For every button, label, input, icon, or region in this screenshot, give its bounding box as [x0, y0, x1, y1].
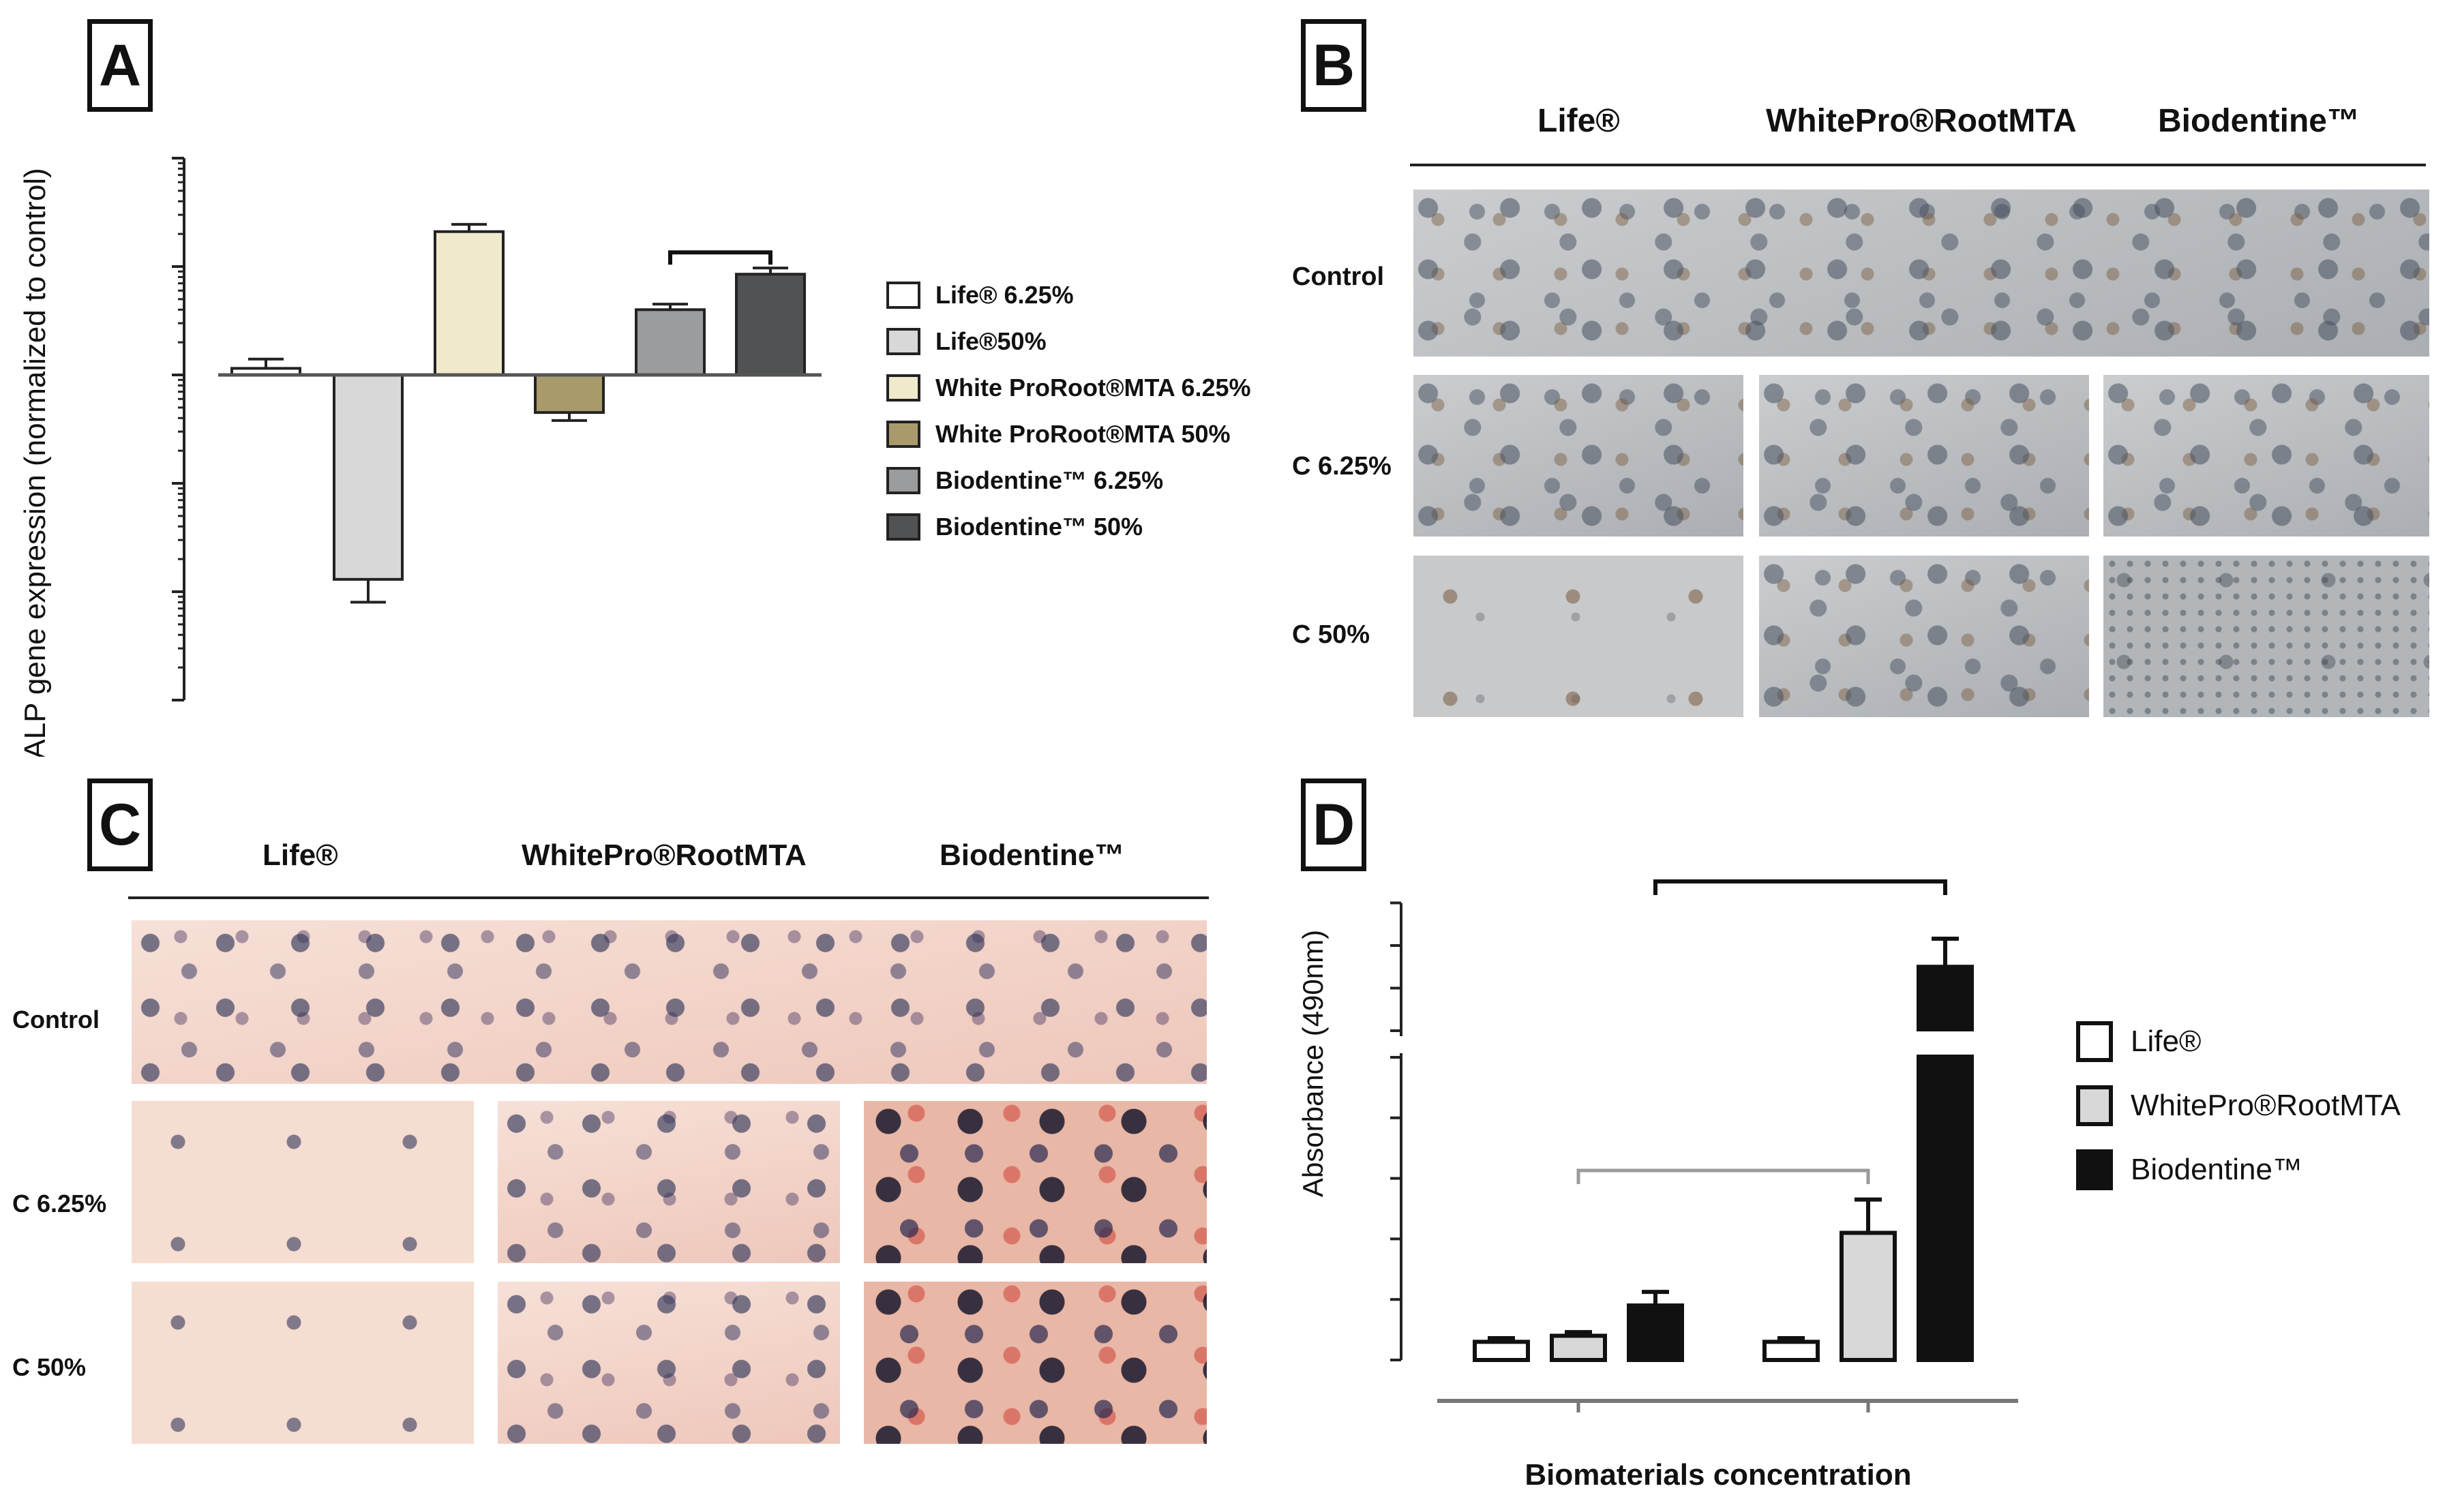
- panel-a-legend-item: Life® 6.25%: [886, 276, 1074, 314]
- panel-b-col-proroot: WhitePro®RootMTA: [1766, 103, 2077, 139]
- panel-c-letter: C: [87, 778, 153, 871]
- panel-a-bar-biodentine-6-25: [635, 308, 706, 376]
- panel-a-bar-biodentine-50: [735, 273, 806, 376]
- micrograph-b-proroot-c625: [1759, 375, 2089, 536]
- panel-d-bracket-biodentine: [1653, 879, 1947, 895]
- panel-b-row-c625: C 6.25%: [1292, 452, 1392, 481]
- micrograph-c-control: [132, 920, 1207, 1084]
- panel-a-bar-white-proroot-mta-6-25: [434, 230, 505, 376]
- panel-c-header-rule: [128, 896, 1209, 899]
- legend-swatch: [886, 328, 920, 355]
- panel-a-bar-white-proroot-mta-50: [534, 374, 605, 414]
- legend-swatch: [886, 467, 920, 494]
- legend-label: Biodentine™: [2131, 1153, 2302, 1186]
- panel-d: D Absorbance (490nm) Biomaterials concen…: [1282, 757, 2447, 1512]
- panel-c-row-c625: C 6.25%: [12, 1190, 107, 1218]
- panel-c-col-biodentine: Biodentine™: [940, 838, 1125, 872]
- panel-d-legend-item: WhitePro®RootMTA: [2076, 1083, 2401, 1128]
- micrograph-b-proroot-c50: [1759, 556, 2089, 717]
- panel-b-row-c50: C 50%: [1292, 620, 1370, 649]
- micrograph-b-life-c625: [1413, 375, 1743, 536]
- panel-a-comparison-bracket: [668, 250, 772, 265]
- panel-d-bar-biodentine-50: [1917, 965, 1974, 1362]
- legend-swatch: [2076, 1149, 2113, 1190]
- legend-swatch: [2076, 1085, 2113, 1126]
- panel-a-letter: A: [87, 19, 153, 112]
- legend-swatch: [886, 513, 920, 541]
- panel-d-bar-whitepro-rootmta-6-25: [1550, 1333, 1607, 1362]
- panel-d-legend-item: Biodentine™: [2076, 1147, 2302, 1192]
- legend-swatch: [886, 282, 920, 309]
- panel-b-header-rule: [1410, 164, 2426, 166]
- panel-c-row-c50: C 50%: [12, 1353, 87, 1381]
- panel-c: C Life® WhitePro®RootMTA Biodentine™ Con…: [0, 757, 1282, 1512]
- panel-a-y-axis-title: ALP gene expression (normalized to contr…: [18, 168, 52, 757]
- panel-b: B Life® WhitePro®RootMTA Biodentine™ Con…: [1282, 0, 2447, 757]
- panel-a: A ALP gene expression (normalized to con…: [0, 0, 1282, 757]
- micrograph-c-life-c625: [132, 1101, 474, 1263]
- panel-a-chart: ALP gene expression (normalized to contr…: [18, 157, 822, 757]
- panel-b-col-biodentine: Biodentine™: [2158, 103, 2360, 139]
- panel-d-bar-whitepro-rootmta-50: [1840, 1230, 1897, 1363]
- panel-a-bar-life-50: [333, 374, 404, 581]
- panel-a-legend-item: Life®50%: [886, 322, 1047, 361]
- panel-d-bracket-proroot: [1576, 1168, 1870, 1184]
- panel-b-row-control: Control: [1292, 262, 1385, 291]
- panel-d-x-axis-title: Biomaterials concentration: [1525, 1458, 1911, 1492]
- micrograph-c-biodentine-c625: [864, 1101, 1207, 1263]
- micrograph-c-proroot-c625: [498, 1101, 840, 1263]
- panel-d-bar-break: [1915, 1031, 1976, 1055]
- micrograph-c-life-c50: [132, 1282, 474, 1444]
- legend-swatch: [886, 374, 920, 402]
- micrograph-b-biodentine-c50: [2103, 556, 2429, 717]
- panel-c-col-life: Life®: [262, 838, 338, 872]
- panel-a-legend: Life® 6.25% Life®50% White ProRoot®MTA 6.2…: [886, 276, 1268, 562]
- micrograph-b-control: [1413, 190, 2429, 357]
- panel-b-col-life: Life®: [1537, 103, 1620, 139]
- legend-label: Biodentine™ 6.25%: [935, 466, 1164, 494]
- panel-a-legend-item: White ProRoot®MTA 50%: [886, 415, 1231, 453]
- panel-b-letter: B: [1301, 19, 1366, 112]
- legend-swatch: [2076, 1021, 2113, 1062]
- micrograph-c-biodentine-c50: [864, 1282, 1207, 1444]
- legend-label: Life®: [2131, 1025, 2202, 1058]
- legend-label: WhitePro®RootMTA: [2131, 1089, 2401, 1122]
- panel-a-legend-item: Biodentine™ 6.25%: [886, 462, 1163, 500]
- panel-d-letter: D: [1301, 778, 1366, 871]
- legend-label: White ProRoot®MTA 50%: [935, 420, 1231, 448]
- micrograph-b-life-c50: [1413, 556, 1743, 717]
- panel-d-y-axis-title: Absorbance (490nm): [1297, 930, 1329, 1197]
- panel-d-legend-item: Life®: [2076, 1019, 2201, 1064]
- legend-label: Biodentine™ 50%: [935, 513, 1143, 541]
- legend-swatch: [886, 421, 920, 448]
- micrograph-b-biodentine-c625: [2103, 375, 2429, 536]
- micrograph-c-proroot-c50: [498, 1282, 840, 1444]
- panel-d-legend: Life® WhitePro®RootMTA Biodentine™: [2076, 1019, 2444, 1224]
- panel-d-chart: Absorbance (490nm) Biomaterials concentr…: [1297, 879, 2018, 1492]
- legend-label: White ProRoot®MTA 6.25%: [935, 374, 1251, 402]
- panel-a-legend-item: Biodentine™ 50%: [886, 508, 1143, 546]
- panel-a-legend-item: White ProRoot®MTA 6.25%: [886, 369, 1251, 407]
- legend-label: Life®50%: [935, 327, 1047, 355]
- legend-label: Life® 6.25%: [935, 281, 1074, 309]
- panel-c-row-control: Control: [12, 1006, 100, 1033]
- panel-d-bar-biodentine-6-25: [1627, 1303, 1684, 1363]
- panel-c-col-proroot: WhitePro®RootMTA: [522, 838, 807, 872]
- panel-d-bar-life-6-25: [1473, 1340, 1530, 1362]
- panel-d-bar-life-50: [1762, 1340, 1820, 1362]
